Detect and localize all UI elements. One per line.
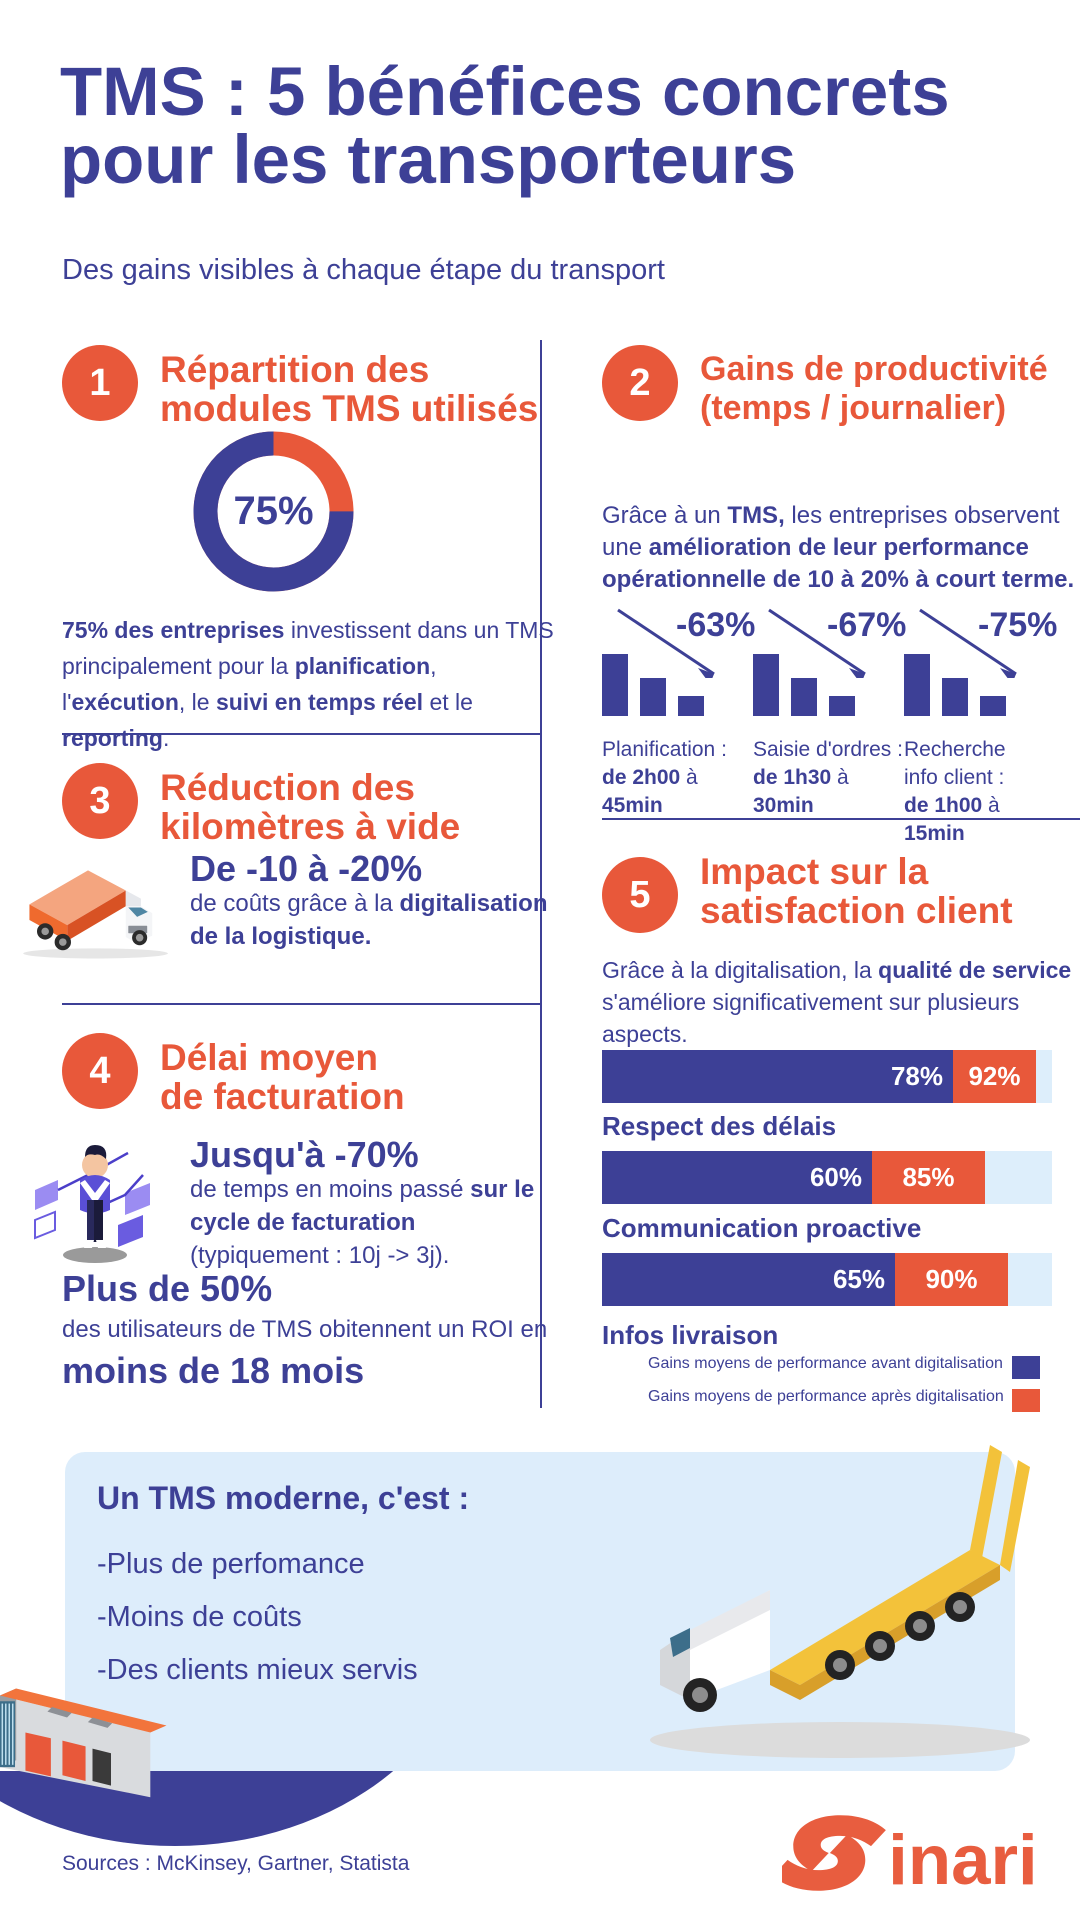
svg-text:inari: inari — [888, 1821, 1038, 1893]
